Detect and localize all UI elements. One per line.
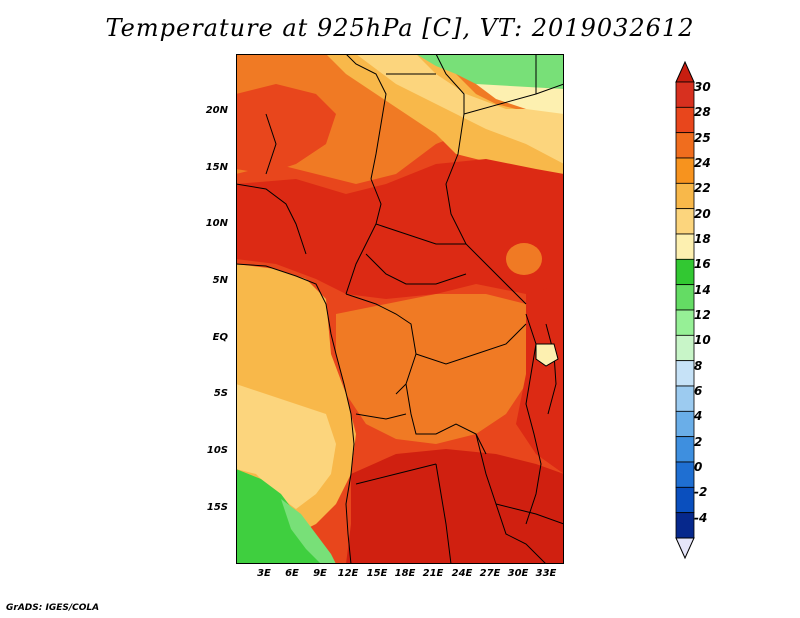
lon-label-27e: 27E xyxy=(479,568,501,579)
congo-orange xyxy=(336,294,536,444)
colorbar-swatch xyxy=(675,360,695,387)
map-frame xyxy=(236,54,564,564)
colorbar-label: 25 xyxy=(694,130,711,145)
colorbar-arrow-top xyxy=(675,60,695,83)
borders xyxy=(236,54,564,564)
lat-label-10s: 10S xyxy=(206,445,228,456)
colorbar-label: 10 xyxy=(694,333,711,348)
lat-label-5n: 5N xyxy=(212,275,228,286)
colorbar xyxy=(675,60,695,560)
colorbar-swatch xyxy=(675,410,695,438)
atlantic-pale xyxy=(236,384,336,509)
colorbar-swatch xyxy=(675,461,695,488)
ethiopia-warm-spot xyxy=(506,243,542,275)
colorbar-label: 20 xyxy=(694,206,711,221)
lat-label-15s: 15S xyxy=(206,502,228,513)
colorbar-label: 6 xyxy=(694,384,703,398)
colorbar-label: 12 xyxy=(694,308,711,322)
colorbar-label: 14 xyxy=(694,282,711,297)
colorbar-label: -2 xyxy=(694,485,708,500)
lon-label-30e: 30E xyxy=(507,568,529,579)
east-red xyxy=(516,284,564,474)
lon-label-24e: 24E xyxy=(451,568,473,579)
lat-label-15n: 15N xyxy=(205,162,228,173)
lon-label-6e: 6E xyxy=(285,568,299,579)
colorbar-label: 28 xyxy=(694,105,711,120)
colorbar-swatch xyxy=(675,334,695,362)
temperature-map xyxy=(236,54,564,564)
lon-label-15e: 15E xyxy=(366,568,388,579)
lon-label-18e: 18E xyxy=(394,568,416,579)
lon-label-9e: 9E xyxy=(313,568,327,579)
colorbar-swatch xyxy=(675,106,695,134)
colorbar-swatch xyxy=(675,512,695,539)
lat-label-5s: 5S xyxy=(213,388,228,399)
southern-red xyxy=(346,449,564,564)
colorbar-swatch xyxy=(675,157,695,184)
colorbar-swatch xyxy=(675,486,695,514)
map-title: Temperature at 925hPa [C], VT: 201903261… xyxy=(105,14,695,42)
colorbar-swatch xyxy=(675,81,695,108)
colorbar-swatch xyxy=(675,284,695,311)
colorbar-label: 24 xyxy=(694,156,711,170)
lon-label-33e: 33E xyxy=(535,568,557,579)
colorbar-label: 16 xyxy=(694,257,711,272)
colorbar-label: 2 xyxy=(694,434,703,449)
lon-label-3e: 3E xyxy=(257,568,271,579)
colorbar-label: 18 xyxy=(694,232,711,246)
map-canvas xyxy=(236,54,564,564)
lon-label-12e: 12E xyxy=(337,568,359,579)
colorbar-label: 22 xyxy=(694,181,711,196)
colorbar-label: -4 xyxy=(694,510,708,525)
colorbar-swatch xyxy=(675,233,695,260)
colorbar-swatch xyxy=(675,309,695,336)
lat-label-20n: 20N xyxy=(205,105,228,116)
colorbar-swatch xyxy=(675,258,695,286)
west-africa-orange xyxy=(236,84,336,174)
colorbar-swatch xyxy=(675,208,695,235)
colorbar-label: 4 xyxy=(694,409,703,424)
lat-label-eq: EQ xyxy=(212,332,228,343)
colorbar-swatch xyxy=(675,132,695,159)
northern-pale-band xyxy=(356,54,564,164)
lake-victoria xyxy=(535,343,559,367)
southwest-light-green xyxy=(281,499,336,564)
colorbar-swatch xyxy=(675,182,695,210)
colorbar-swatch xyxy=(675,436,695,463)
lat-label-10n: 10N xyxy=(205,218,228,229)
colorbar-arrow-bottom xyxy=(675,537,695,560)
colorbar-swatch xyxy=(675,385,695,412)
colorbar-label: 30 xyxy=(694,80,711,94)
colorbar-label: 8 xyxy=(694,358,703,373)
lon-label-21e: 21E xyxy=(422,568,444,579)
colorbar-label: 0 xyxy=(694,460,703,474)
grads-credit: GrADS: IGES/COLA xyxy=(6,603,100,613)
